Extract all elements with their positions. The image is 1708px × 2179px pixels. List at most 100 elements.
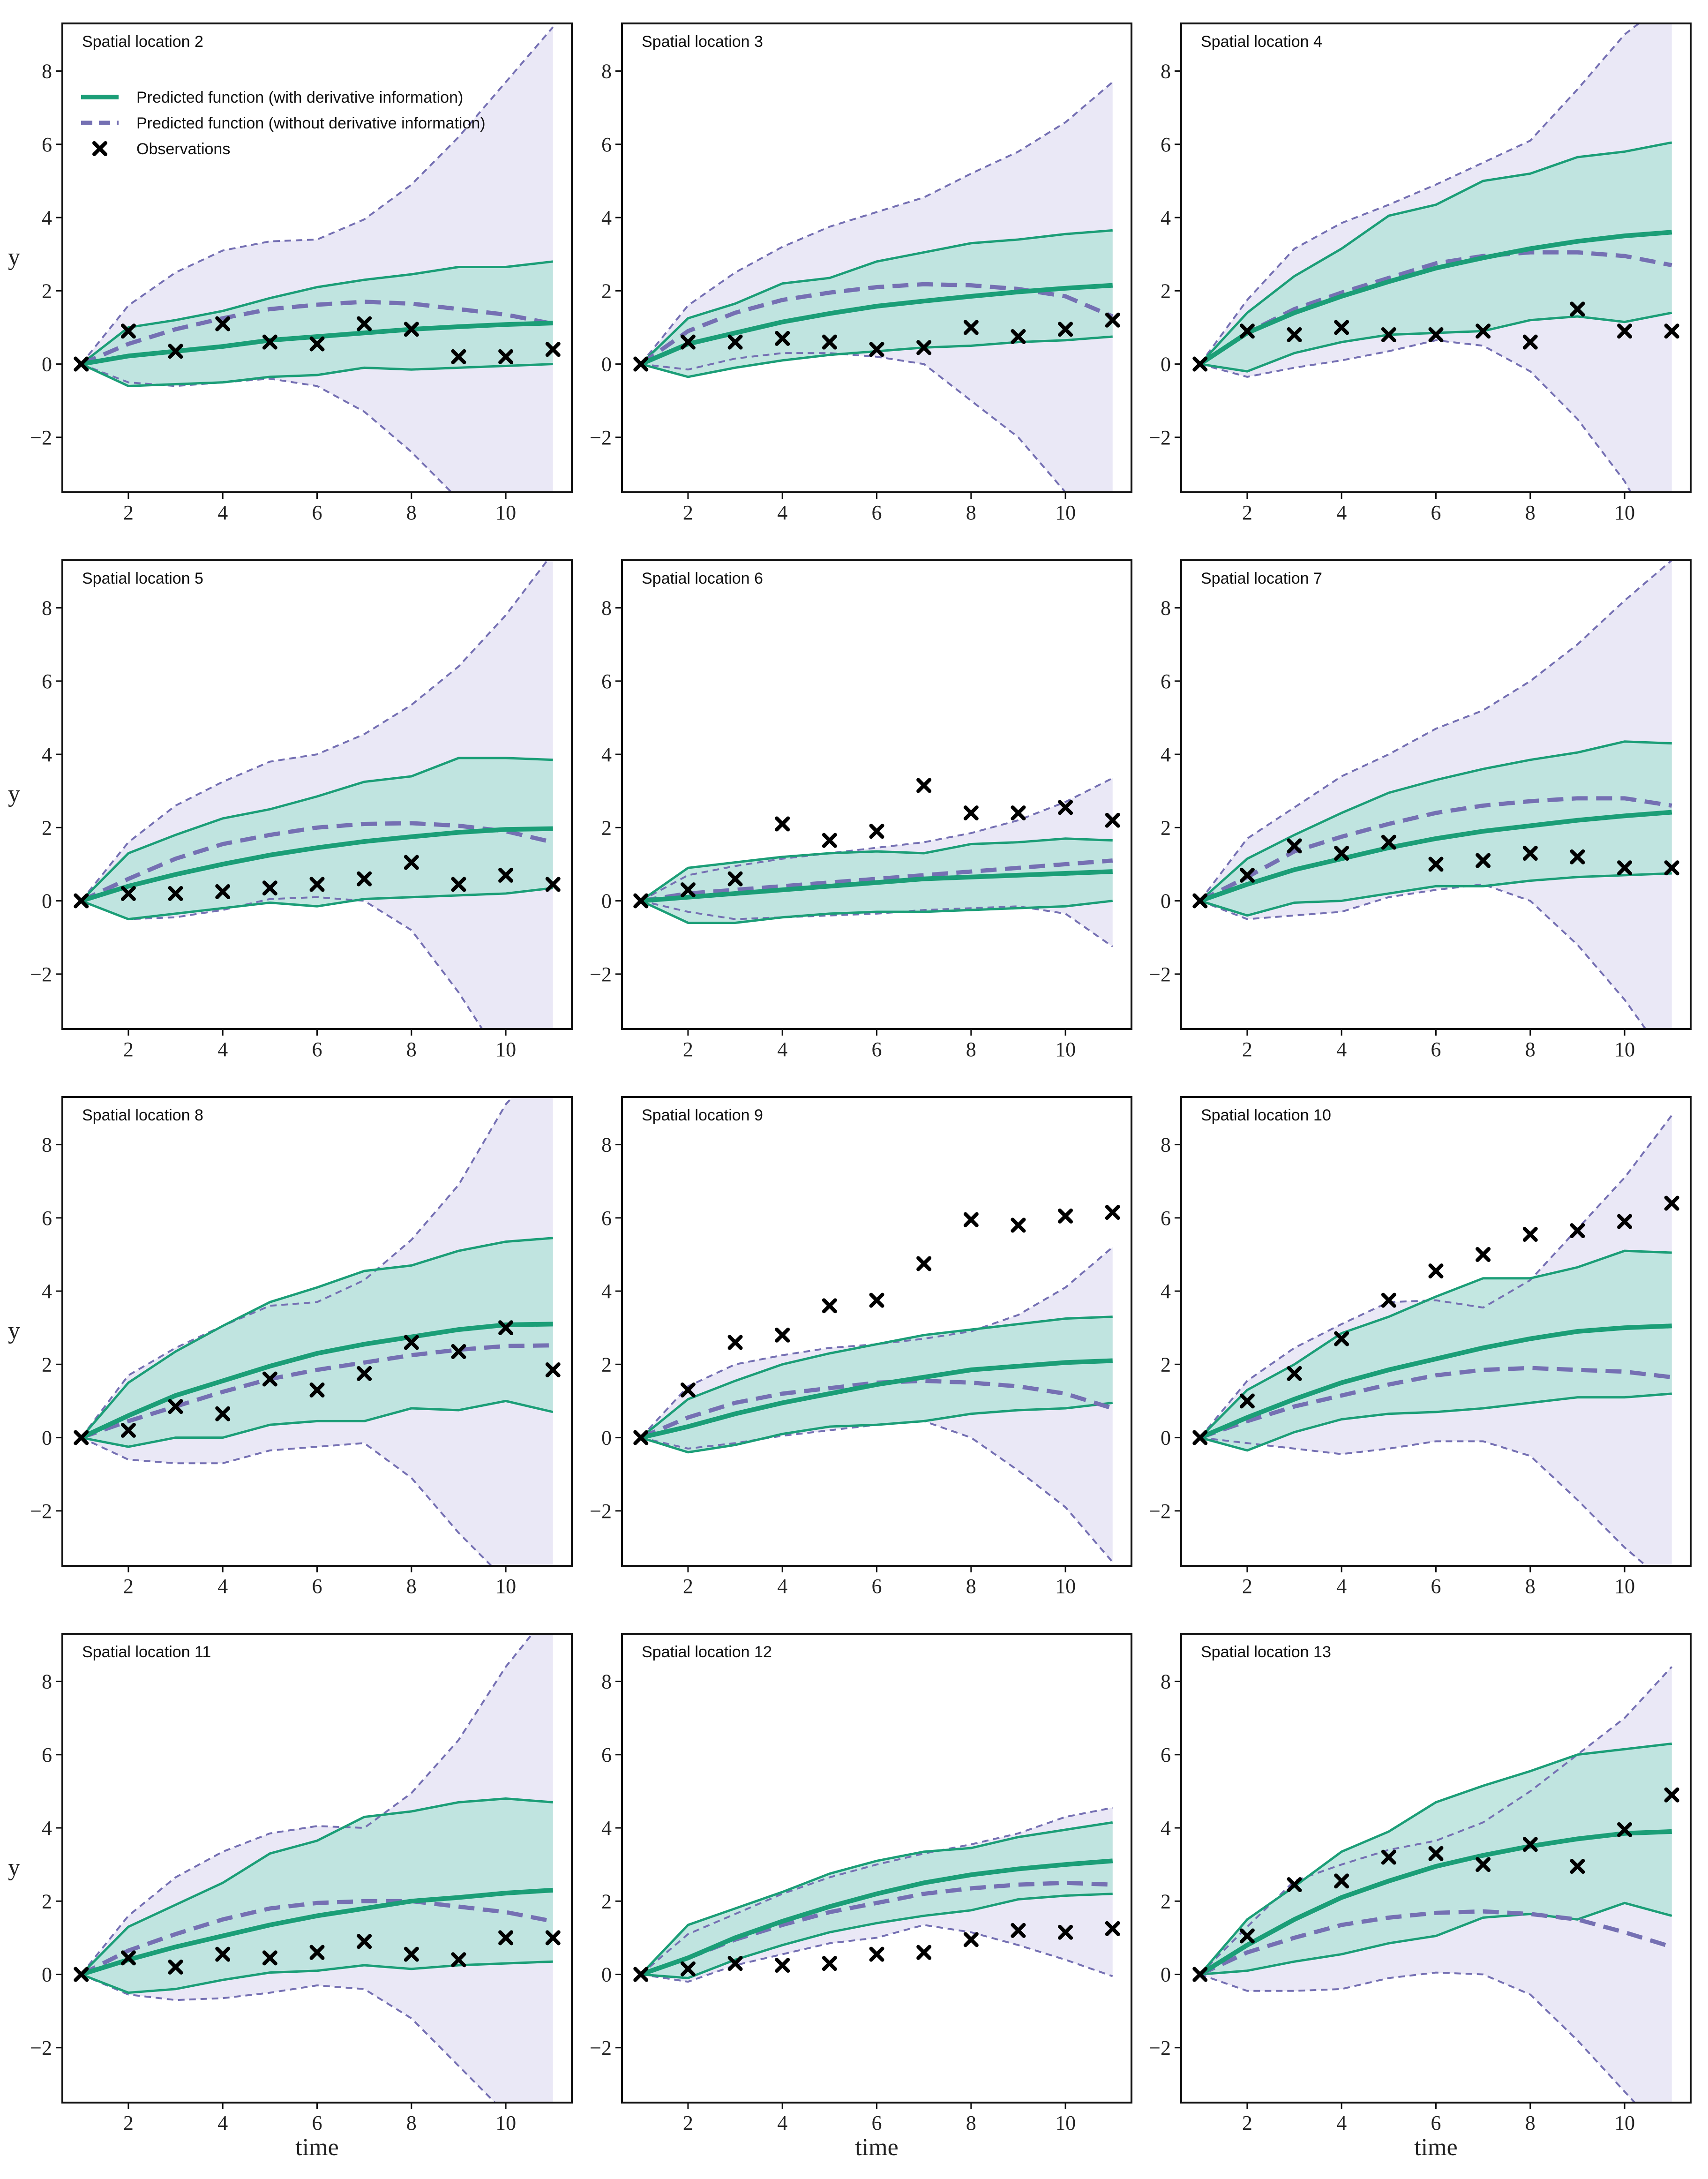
observation-point: [822, 833, 837, 848]
y-tick-label: 0: [601, 1963, 612, 1986]
observation-point: [168, 886, 183, 901]
observation-point: [498, 1930, 514, 1946]
x-axis-label: time: [295, 2134, 338, 2161]
observation-point: [545, 342, 561, 357]
with-upper-line: [640, 1821, 1113, 1976]
without-mean-line: [640, 858, 1113, 903]
x-tick-label: 4: [777, 501, 787, 524]
x-tick-label: 6: [872, 501, 882, 524]
y-tick-label: 4: [1161, 206, 1171, 229]
observation-point: [680, 1961, 696, 1976]
observation-point: [1239, 1928, 1255, 1944]
y-tick-label: 0: [601, 890, 612, 913]
observation-point: [1570, 301, 1585, 317]
plot-area: [1192, 23, 1679, 492]
panel-title: Spatial location 12: [642, 1643, 772, 1661]
observation-point: [1287, 1366, 1302, 1381]
y-tick-label: 8: [601, 1670, 612, 1693]
y-tick-label: 8: [1161, 60, 1171, 83]
observation-point: [1428, 1846, 1444, 1861]
x-tick-label: 4: [1336, 501, 1347, 524]
observation-point: [309, 1383, 325, 1398]
observation-point: [633, 1430, 649, 1445]
y-tick-label: 4: [42, 206, 52, 229]
x-tick-label: 4: [1336, 1575, 1347, 1598]
x-tick-label: 10: [1614, 1575, 1635, 1598]
panel-title: Spatial location 8: [82, 1106, 203, 1124]
observation-point: [1011, 1217, 1026, 1233]
band-with-derivative: [81, 1238, 553, 1447]
panel-12: 2 4 6 8 10 −2 0 2 4 6 8 Spatial location 13 time: [1149, 1633, 1692, 2161]
observation-point: [120, 1950, 136, 1966]
without-lower-line: [1200, 1436, 1648, 1566]
panel-title: Spatial location 6: [642, 570, 763, 587]
observation-point: [1476, 853, 1491, 868]
x-tick-label: 10: [1055, 1575, 1076, 1598]
panel-3: 2 4 6 8 10 −2 0 2 4 6 8 Spatial location 4: [1149, 23, 1692, 524]
y-tick-label: 6: [1161, 1743, 1171, 1766]
observation-point: [120, 886, 136, 901]
observation-point: [963, 1212, 979, 1227]
observation-point: [1192, 1967, 1208, 1982]
x-tick-label: 2: [683, 2111, 693, 2134]
y-tick-label: 6: [601, 133, 612, 156]
y-tick-label: 4: [1161, 1817, 1171, 1840]
without-mean-line: [1199, 1366, 1672, 1440]
observation-point: [1476, 323, 1491, 339]
observation-point: [1105, 1205, 1120, 1220]
observation-point: [775, 816, 790, 832]
observation-point: [404, 1335, 419, 1350]
y-tick-label: 4: [1161, 743, 1171, 766]
x-tick-label: 10: [495, 2111, 516, 2134]
x-tick-label: 6: [1431, 1038, 1441, 1061]
observation-point: [1334, 320, 1349, 335]
with-mean-line: [1199, 810, 1672, 903]
observation-point: [74, 893, 89, 909]
y-tick-label: 6: [601, 670, 612, 693]
observation-point: [916, 778, 932, 793]
observation-point: [822, 1298, 837, 1314]
x-tick-label: 4: [217, 1575, 228, 1598]
observation-point: [775, 1958, 790, 1973]
observation-point: [168, 344, 183, 359]
observation-point: [74, 356, 89, 372]
x-tick-label: 2: [1242, 1038, 1252, 1061]
y-tick-label: 8: [601, 597, 612, 620]
y-tick-label: 2: [1161, 1353, 1171, 1376]
x-tick-label: 4: [217, 501, 228, 524]
observation-point: [1334, 1331, 1349, 1346]
without-upper-line: [640, 81, 1114, 365]
without-mean-line: [80, 1899, 554, 1976]
x-tick-label: 4: [777, 2111, 787, 2134]
with-lower-line: [1199, 1392, 1672, 1452]
without-lower-line: [81, 896, 484, 1029]
without-lower-line: [81, 1436, 493, 1566]
y-tick-label: 6: [42, 670, 52, 693]
observation-point: [680, 882, 696, 898]
with-upper-line: [640, 1315, 1113, 1439]
x-tick-label: 6: [872, 2111, 882, 2134]
observation-point: [1192, 893, 1208, 909]
observation-point: [545, 877, 561, 892]
observation-point: [775, 331, 790, 346]
with-mean-line: [640, 1358, 1113, 1440]
without-mean-line: [1199, 250, 1672, 366]
x-tick-label: 2: [1242, 1575, 1252, 1598]
with-mean-line: [640, 869, 1113, 903]
legend: Predicted function (with derivative info…: [81, 89, 486, 158]
observation-point: [262, 334, 277, 350]
y-tick-label: 2: [42, 279, 52, 302]
x-tick-label: 8: [966, 2111, 976, 2134]
without-mean-line: [80, 821, 554, 903]
y-tick-label: 6: [42, 133, 52, 156]
with-mean-line: [640, 1858, 1113, 1977]
x-tick-label: 10: [495, 1038, 516, 1061]
x-tick-label: 2: [683, 1575, 693, 1598]
with-mean-line: [1199, 1829, 1672, 1976]
x-tick-label: 4: [217, 1038, 228, 1061]
observation-point: [357, 871, 372, 887]
panel-9: 2 4 6 8 10 −2 0 2 4 6 8 Spatial location 10: [1149, 1096, 1692, 1598]
observation-point: [357, 1934, 372, 1949]
x-tick-label: 10: [1614, 501, 1635, 524]
with-upper-line: [80, 260, 554, 365]
